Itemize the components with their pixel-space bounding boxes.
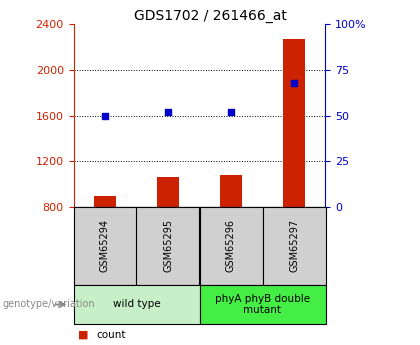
Text: wild type: wild type <box>113 299 160 309</box>
Text: ■: ■ <box>78 330 88 339</box>
Text: GSM65294: GSM65294 <box>100 219 110 272</box>
Bar <box>283 39 305 298</box>
Point <box>165 109 171 115</box>
Text: count: count <box>97 330 126 339</box>
Text: GSM65296: GSM65296 <box>226 219 236 272</box>
Point <box>228 109 234 115</box>
Point <box>291 80 297 86</box>
Text: GDS1702 / 261466_at: GDS1702 / 261466_at <box>134 9 286 23</box>
Bar <box>94 196 116 298</box>
Text: GSM65295: GSM65295 <box>163 219 173 272</box>
Bar <box>220 175 242 298</box>
Text: phyA phyB double
mutant: phyA phyB double mutant <box>215 294 310 315</box>
Point <box>102 113 108 118</box>
Bar <box>157 177 179 298</box>
Text: GSM65297: GSM65297 <box>289 219 299 272</box>
Text: genotype/variation: genotype/variation <box>2 299 95 309</box>
